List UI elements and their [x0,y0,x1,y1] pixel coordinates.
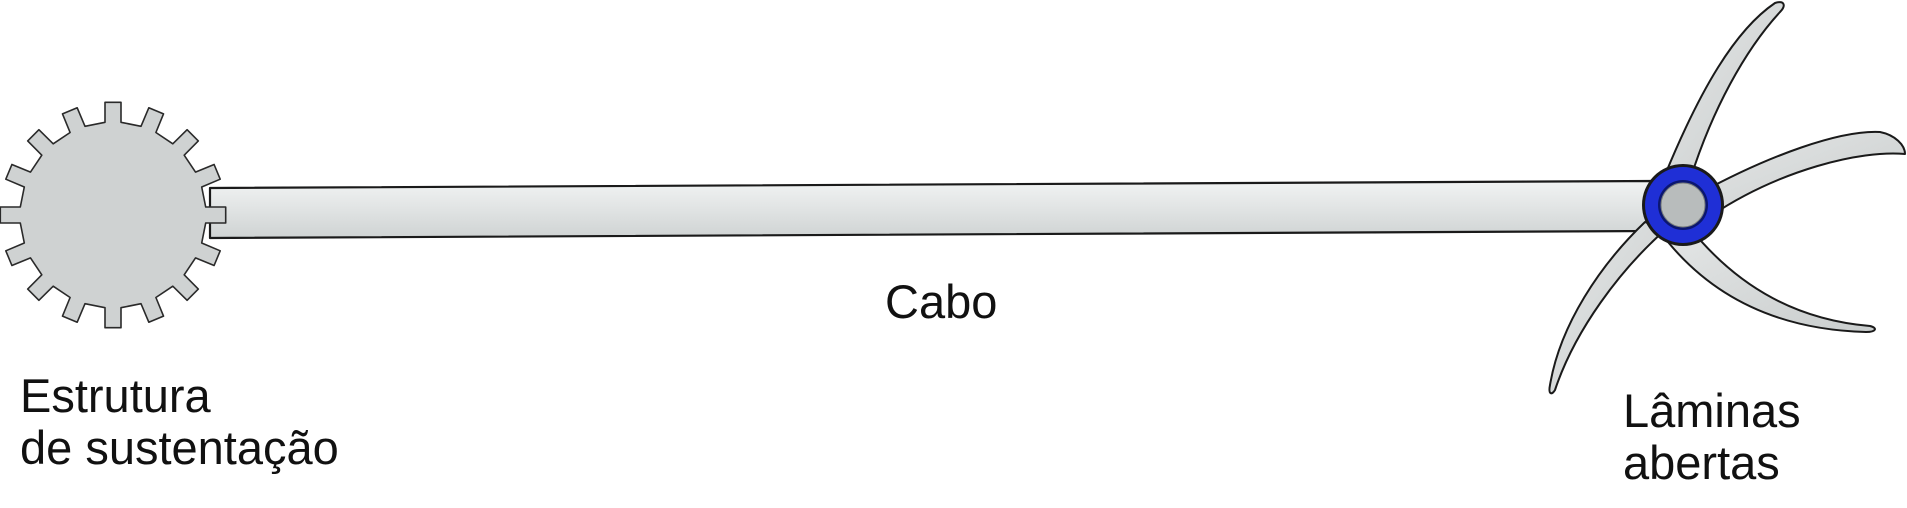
open-blades-label: Lâminas abertas [1623,385,1801,489]
blade-down-right [1667,227,1876,333]
blade-down-left [1548,221,1666,395]
support-label-line1: Estrutura [20,369,211,422]
blades-label-line2: abertas [1623,436,1780,489]
cable-label-text: Cabo [885,275,998,328]
hub-ring-icon [1642,164,1724,246]
cable-shaft [208,179,1654,240]
blade-up [1664,1,1785,181]
cable-label: Cabo [885,276,997,328]
blades-label-line1: Lâminas [1623,384,1801,437]
support-structure-label: Estrutura de sustentação [20,370,339,474]
gear-icon [0,101,227,329]
support-label-line2: de sustentação [20,421,339,474]
blade-right [1699,130,1906,216]
